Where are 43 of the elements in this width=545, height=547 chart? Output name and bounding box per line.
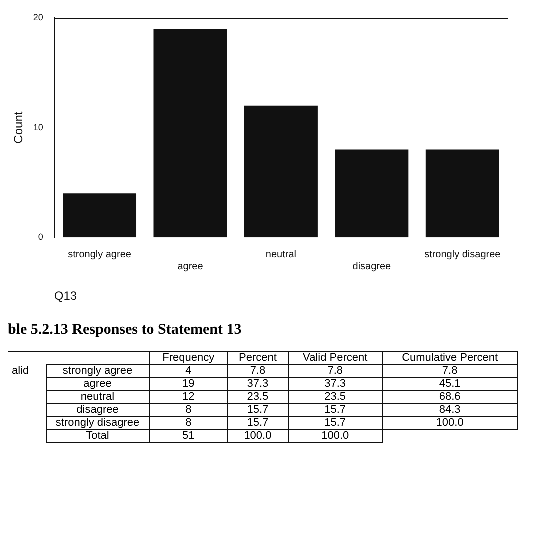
text: 7.8 (250, 365, 266, 377)
category-label: Cumulative Percent (382, 352, 518, 364)
text: 68.6 (439, 391, 461, 403)
x-tick-label: neutral (266, 249, 296, 260)
text: 8 (186, 404, 192, 416)
y-tick-label: 10 (33, 122, 44, 132)
category-label: Frequency (150, 352, 228, 364)
text: 12 (182, 391, 195, 403)
text: 100.0 (244, 430, 272, 442)
text: 84.3 (439, 404, 461, 416)
text: 4 (186, 365, 192, 377)
category-label: disagree (76, 404, 119, 416)
text: 19 (182, 378, 195, 390)
y-tick-label: 0 (38, 232, 44, 242)
category-label: strongly disagree (56, 417, 140, 429)
y-tick-label: 20 (33, 12, 44, 22)
category-label: Percent (228, 352, 288, 364)
x-tick-label: strongly disagree (424, 249, 502, 260)
y-axis-title: Count (12, 111, 26, 144)
text: 23.5 (324, 391, 346, 403)
text: ble 5.2.13 Responses to Statement 13 (8, 322, 243, 339)
text: 45.1 (439, 378, 461, 390)
text: 15.7 (324, 417, 346, 429)
category-label: Valid Percent (288, 352, 383, 364)
x-tick-label: strongly agree (68, 249, 132, 260)
text: 100.0 (322, 430, 350, 442)
text: 37.3 (247, 378, 269, 390)
text: 15.7 (247, 404, 269, 416)
text: 37.3 (324, 378, 346, 390)
text: 15.7 (247, 417, 269, 429)
category-label: neutral (80, 391, 115, 403)
text: 7.8 (328, 365, 343, 377)
text: alid (11, 364, 30, 378)
text: 7.8 (442, 365, 458, 377)
category-label: strongly agree (62, 365, 133, 377)
text: 100.0 (436, 417, 464, 429)
category-label: Total (86, 430, 110, 442)
text: 15.7 (324, 404, 346, 416)
x-axis-title: Q13 (54, 289, 78, 304)
category-label: agree (84, 378, 112, 390)
text: 51 (182, 430, 195, 442)
text: 23.5 (247, 391, 269, 403)
text: 8 (186, 417, 192, 429)
